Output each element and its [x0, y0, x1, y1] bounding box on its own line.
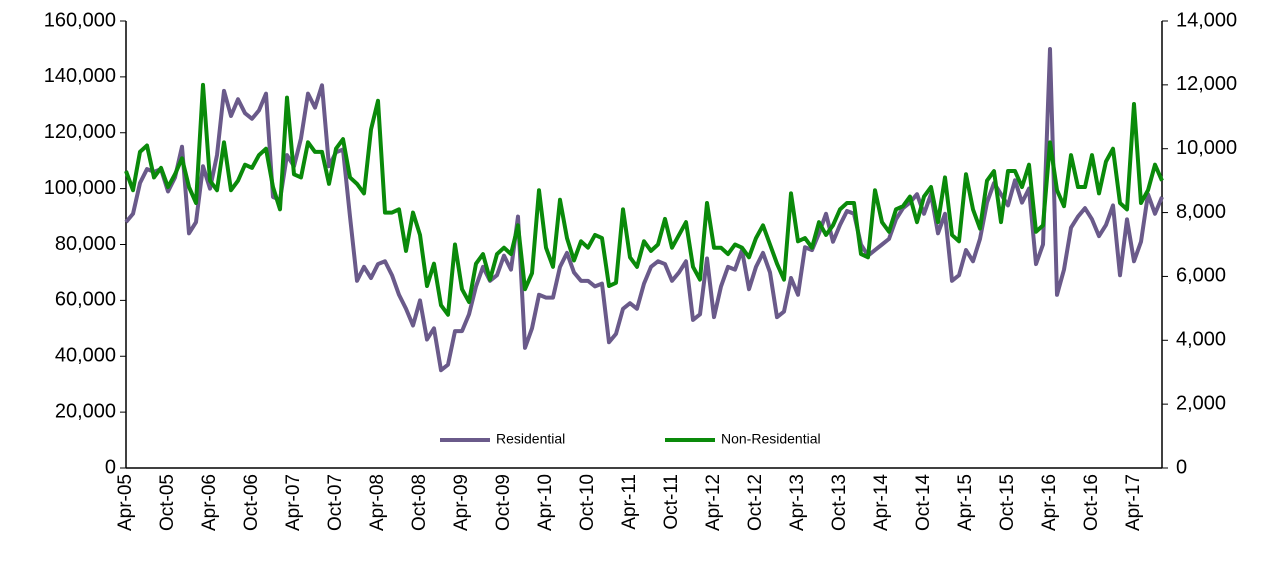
x-tick-label: Oct-12: [745, 474, 766, 531]
y-tick-label: 140,000: [44, 65, 116, 87]
y2-tick-label: 6,000: [1176, 265, 1226, 287]
x-tick-label: Apr-08: [367, 474, 388, 531]
x-tick-label: Oct-06: [241, 474, 262, 531]
x-tick-label: Oct-15: [997, 474, 1018, 531]
y-tick-label: 80,000: [55, 233, 116, 255]
y2-tick-label: 8,000: [1176, 201, 1226, 223]
x-tick-label: Oct-16: [1081, 474, 1102, 531]
x-tick-label: Apr-07: [283, 474, 304, 531]
x-tick-label: Apr-15: [955, 474, 976, 531]
series-line: [124, 46, 1164, 373]
x-tick-label: Oct-14: [913, 474, 934, 531]
y2-tick-label: 4,000: [1176, 329, 1226, 351]
y2-tick-label: 14,000: [1176, 9, 1237, 31]
x-tick-label: Oct-10: [577, 474, 598, 531]
y-tick-label: 160,000: [44, 9, 116, 31]
x-tick-label: Apr-05: [115, 474, 136, 531]
x-tick-label: Apr-11: [619, 474, 640, 530]
y-tick-label: 0: [105, 456, 116, 478]
x-tick-label: Apr-09: [451, 474, 472, 531]
y-tick-label: 60,000: [55, 289, 116, 311]
y-tick-label: 120,000: [44, 121, 116, 143]
legend-label: Non-Residential: [721, 431, 821, 447]
x-tick-label: Oct-05: [157, 474, 178, 531]
x-tick-label: Apr-16: [1039, 474, 1060, 531]
x-tick-label: Apr-14: [871, 474, 892, 531]
series-line: [124, 82, 1164, 317]
x-tick-label: Apr-17: [1123, 474, 1144, 531]
x-tick-label: Apr-12: [703, 474, 724, 531]
y-tick-label: 20,000: [55, 400, 116, 422]
y-tick-label: 100,000: [44, 177, 116, 199]
x-tick-label: Apr-10: [535, 474, 556, 531]
x-tick-label: Apr-06: [199, 474, 220, 531]
x-tick-label: Oct-08: [409, 474, 430, 531]
y2-tick-label: 2,000: [1176, 392, 1226, 414]
y2-tick-label: 0: [1176, 456, 1187, 478]
x-tick-label: Oct-11: [661, 474, 682, 530]
x-tick-label: Oct-07: [325, 474, 346, 531]
x-tick-label: Apr-13: [787, 474, 808, 531]
y2-tick-label: 12,000: [1176, 73, 1237, 95]
y2-tick-label: 10,000: [1176, 137, 1237, 159]
x-tick-label: Oct-13: [829, 474, 850, 531]
x-tick-label: Oct-09: [493, 474, 514, 531]
legend-label: Residential: [496, 431, 565, 447]
y-tick-label: 40,000: [55, 345, 116, 367]
